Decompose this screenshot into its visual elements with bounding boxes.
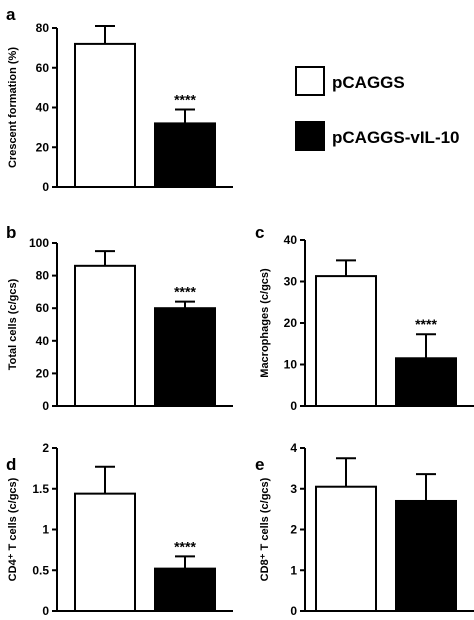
significance-annotation: **** [174,284,196,300]
panel-letter: d [6,455,16,474]
y-tick-label: 3 [290,482,297,496]
y-tick-label: 20 [284,316,298,330]
panel-a: a Crescent formation (%) 0 20 40 60 80 **** [6,5,233,194]
legend-label: pCAGGS-vIL-10 [332,128,460,147]
y-tick-label: 100 [29,236,49,250]
legend-label: pCAGGS [332,73,405,92]
y-tick-label: 1 [290,563,297,577]
significance-annotation: **** [174,91,196,107]
bar-pcaggs [74,42,136,189]
y-tick-label: 0 [42,604,49,618]
y-tick-label: 0.5 [32,563,49,577]
legend-swatch [295,66,325,96]
bar-pcaggs-vil-10 [395,499,457,613]
bar-pcaggs-vil-10 [395,357,457,407]
y-tick-label: 0 [290,604,297,618]
panel-letter: e [255,455,264,474]
significance-annotation: **** [415,316,437,332]
bar-pcaggs-vil-10 [154,122,216,188]
y-tick-label: 80 [36,21,50,35]
panel-b: b Total cells (c/gcs) 0 20 40 60 80 100 **** [6,223,233,413]
y-tick-label: 2 [290,523,297,537]
bar-pcaggs [74,492,136,613]
y-tick-label: 1.5 [32,482,49,496]
y-axis-label: Total cells (c/gcs) [7,278,19,370]
y-tick-label: 40 [284,233,298,247]
panel-d: d CD4⁺ T cells (c/gcs) 0 0.5 1 1.5 2 **** [6,441,233,618]
legend: pCAGGS pCAGGS-vIL-10 [295,66,460,151]
y-tick-label: 20 [36,140,50,154]
y-tick-label: 40 [36,334,50,348]
y-tick-label: 10 [284,358,298,372]
bar-pcaggs [315,485,377,612]
y-tick-label: 0 [290,399,297,413]
significance-annotation: **** [174,538,196,554]
legend-swatch [295,121,325,151]
bar-pcaggs [74,264,136,407]
y-tick-label: 60 [36,301,50,315]
panel-e: e CD8⁺ T cells (c/gcs) 0 1 2 3 4 [255,441,474,618]
y-axis-label: CD4⁺ T cells (c/gcs) [7,477,19,581]
bar-pcaggs [315,275,377,408]
y-axis-label: Macrophages (c/gcs) [259,268,271,378]
y-tick-label: 30 [284,275,298,289]
y-tick-label: 0 [42,180,49,194]
bar-pcaggs-vil-10 [154,567,216,612]
legend-item: pCAGGS [295,66,405,96]
bar-pcaggs-vil-10 [154,307,216,408]
y-tick-label: 4 [290,441,297,455]
legend-item: pCAGGS-vIL-10 [295,121,460,151]
y-axis-label: CD8⁺ T cells (c/gcs) [259,477,271,581]
panel-letter: b [6,223,16,242]
panel-letter: a [6,5,16,24]
panel-c: c Macrophages (c/gcs) 0 10 20 30 40 **** [255,223,474,413]
y-axis-label: Crescent formation (%) [7,47,19,168]
y-tick-label: 1 [42,523,49,537]
y-tick-label: 60 [36,61,50,75]
panel-letter: c [255,223,264,242]
y-tick-label: 0 [42,399,49,413]
y-tick-label: 2 [42,441,49,455]
y-tick-label: 80 [36,269,50,283]
y-tick-label: 40 [36,101,50,115]
y-tick-label: 20 [36,366,50,380]
